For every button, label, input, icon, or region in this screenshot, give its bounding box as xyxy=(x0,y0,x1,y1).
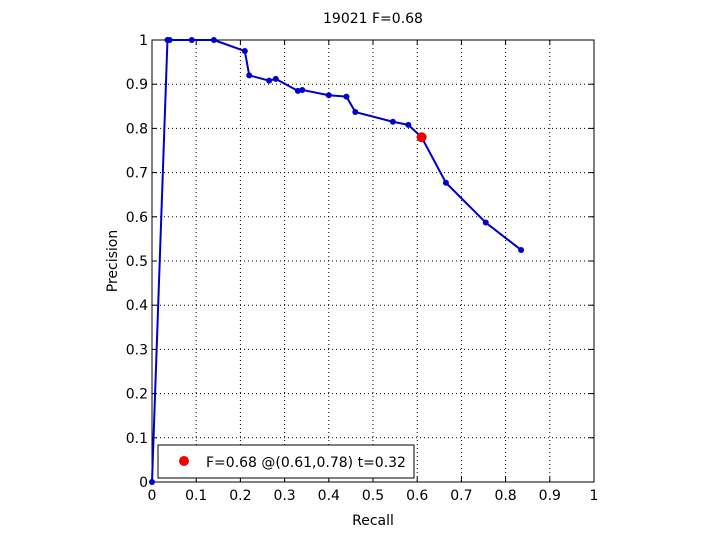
x-tick-label: 0.8 xyxy=(494,488,516,504)
x-tick-label: 0.5 xyxy=(362,488,384,504)
chart-title: 19021 F=0.68 xyxy=(323,11,423,27)
pr-curve-point xyxy=(246,72,253,79)
pr-curve-point xyxy=(166,37,173,43)
y-tick-label: 0.2 xyxy=(126,387,148,403)
legend: F=0.68 @(0.61,0.78) t=0.32 xyxy=(157,444,415,479)
x-tick-label: 0.6 xyxy=(406,488,428,504)
x-tick-label: 0.4 xyxy=(318,488,340,504)
y-tick-label: 0.6 xyxy=(126,210,148,226)
x-tick-label: 0.7 xyxy=(450,488,472,504)
x-tick-label: 0.9 xyxy=(539,488,561,504)
y-axis-title: Precision xyxy=(105,230,121,292)
y-tick-label: 0.7 xyxy=(126,166,148,182)
y-tick-label: 0.5 xyxy=(126,254,148,270)
legend-box xyxy=(157,444,415,479)
pr-curve-point xyxy=(325,92,332,99)
best-f-point xyxy=(416,132,427,143)
x-tick-label: 0 xyxy=(148,488,157,504)
y-tick-label: 0.4 xyxy=(126,298,148,314)
y-tick-label: 0.9 xyxy=(126,77,148,93)
pr-curve-point xyxy=(343,93,350,100)
highlight xyxy=(416,132,427,143)
pr-curve-point xyxy=(272,75,279,82)
pr-curve-point xyxy=(518,246,525,253)
pr-curve-point xyxy=(188,37,195,43)
x-tick-label: 1 xyxy=(590,488,599,504)
x-axis-title: Recall xyxy=(352,513,394,529)
pr-curve-point xyxy=(299,86,306,93)
x-tick-label: 0.2 xyxy=(229,488,251,504)
pr-curve-point xyxy=(389,118,396,125)
y-tick-label: 0.8 xyxy=(126,121,148,137)
pr-curve-point xyxy=(266,77,273,84)
ticks: 0 0.1 0.2 0.3 0.4 0.5 0.6 0.7 0.8 0.9 1 0 0.1 0.2 0.3 0… xyxy=(126,33,599,504)
x-tick-label: 0.1 xyxy=(185,488,207,504)
y-tick-label: 1 xyxy=(139,33,148,49)
pr-curve-point xyxy=(241,48,248,55)
pr-curve-point xyxy=(482,219,489,226)
legend-marker xyxy=(179,456,189,466)
y-tick-label: 0.3 xyxy=(126,342,148,358)
pr-curve-point xyxy=(149,479,155,485)
pr-curve-point xyxy=(352,109,359,116)
y-tick-label: 0 xyxy=(139,475,148,491)
pr-curve-point xyxy=(210,37,217,43)
legend-label: F=0.68 @(0.61,0.78) t=0.32 xyxy=(206,455,406,471)
y-tick-label: 0.1 xyxy=(126,431,148,447)
pr-curve-point xyxy=(442,179,449,186)
x-tick-label: 0.3 xyxy=(273,488,295,504)
grid xyxy=(152,40,594,482)
pr-curve-point xyxy=(405,121,412,128)
